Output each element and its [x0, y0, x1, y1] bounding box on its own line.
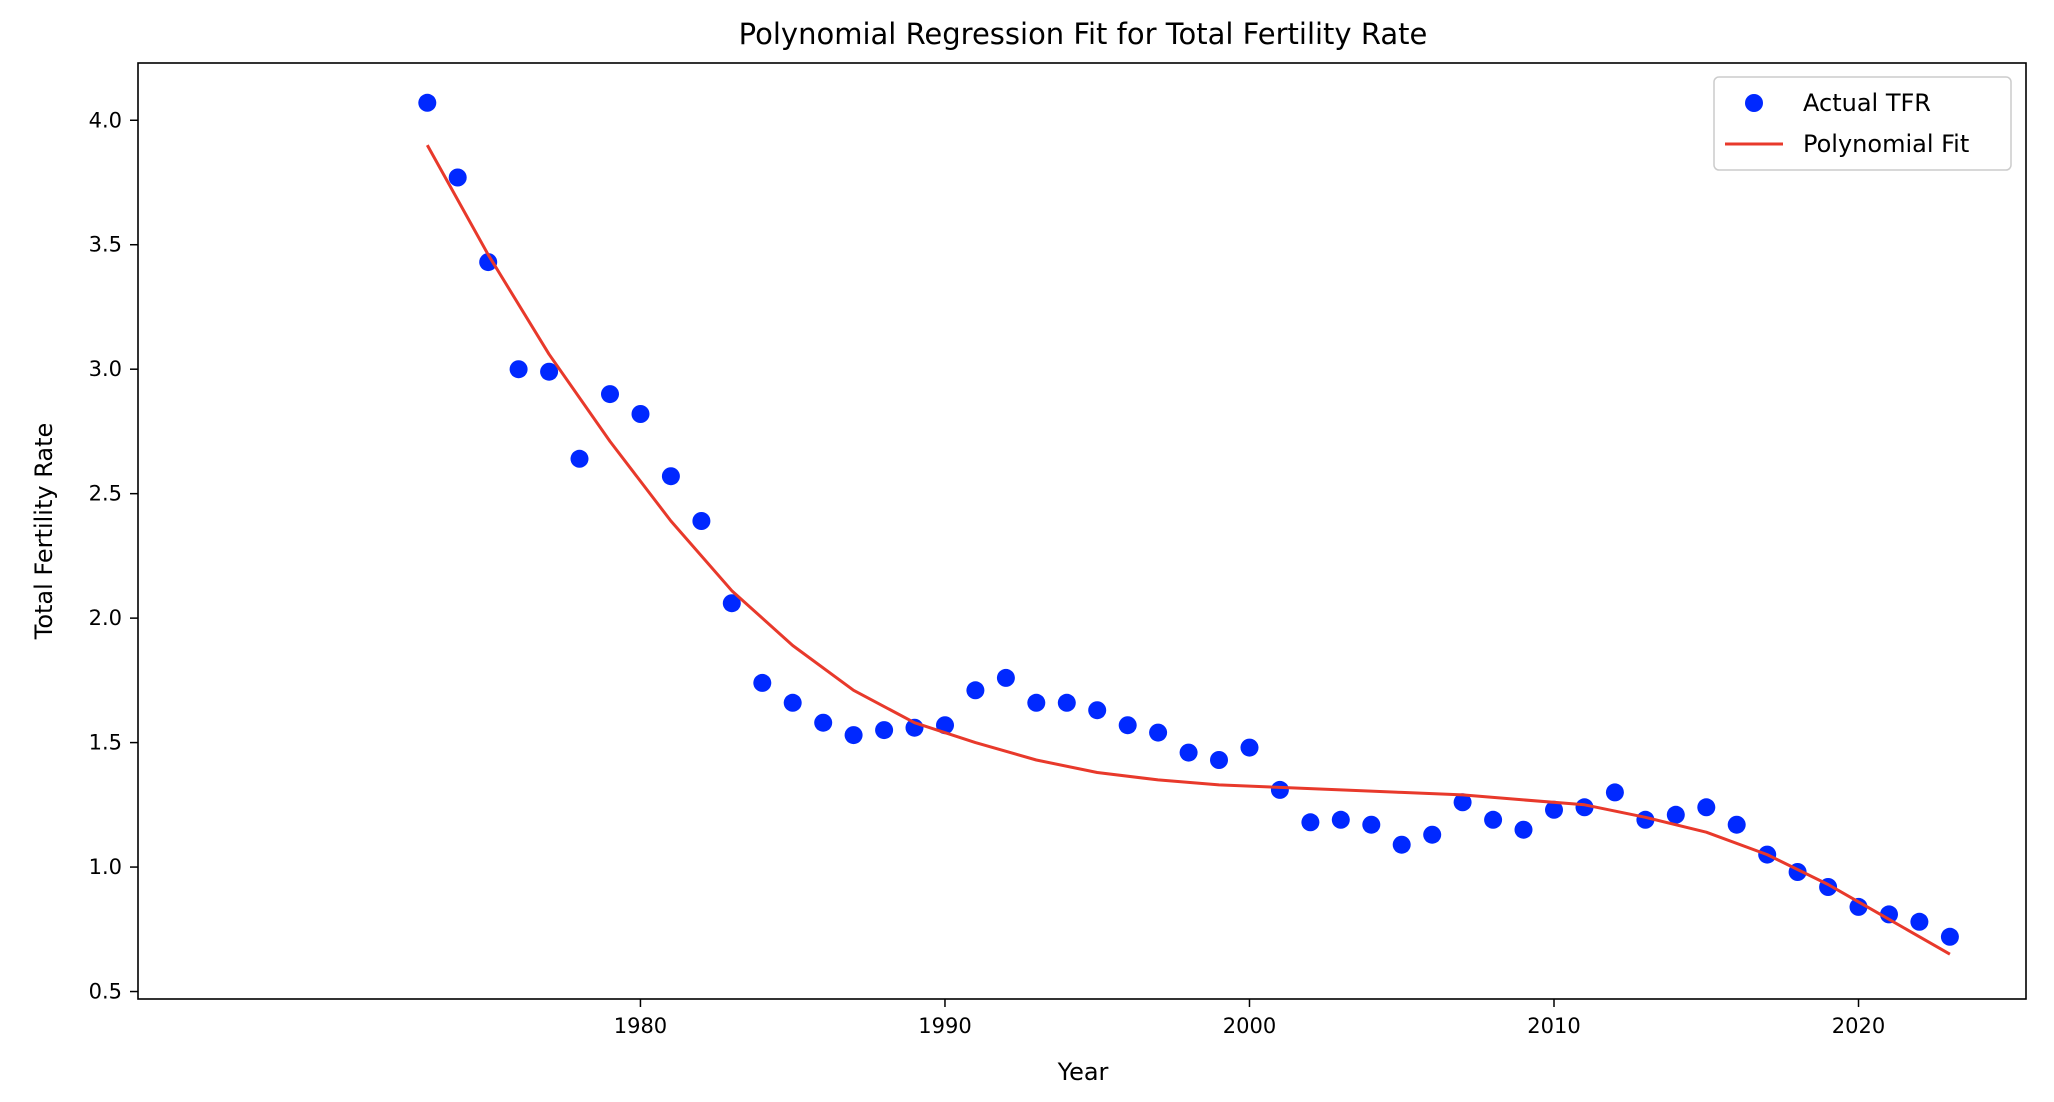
- data-point: [1605, 783, 1624, 802]
- data-point: [875, 721, 894, 740]
- y-tick-label: 0.5: [89, 980, 122, 1004]
- x-tick-label: 2010: [1527, 1014, 1580, 1038]
- data-point: [661, 467, 680, 486]
- data-point: [692, 512, 711, 530]
- data-point: [448, 168, 467, 187]
- legend: Actual TFR Polynomial Fit: [1713, 76, 2012, 171]
- data-point: [631, 405, 650, 423]
- data-point: [966, 681, 985, 700]
- data-point: [509, 360, 528, 379]
- y-tick-label: 1.5: [89, 731, 122, 755]
- y-tick-label: 3.0: [89, 357, 122, 381]
- fit-line: [425, 144, 1951, 956]
- data-point: [1331, 810, 1350, 829]
- y-tick-label: 3.5: [89, 233, 122, 257]
- legend-box: [1713, 76, 2012, 171]
- data-point: [1910, 912, 1929, 931]
- data-point: [1514, 820, 1533, 839]
- data-point: [1362, 815, 1381, 834]
- x-tick-label: 2000: [1223, 1014, 1276, 1038]
- data-point: [418, 93, 437, 112]
- data-point: [1423, 825, 1442, 844]
- y-tick-label: 2.0: [89, 606, 122, 630]
- data-point: [1210, 751, 1228, 769]
- data-point: [814, 713, 833, 732]
- data-point: [479, 253, 498, 272]
- data-point: [1118, 716, 1137, 735]
- x-tick-label: 1990: [918, 1014, 971, 1038]
- chart-title: Polynomial Regression Fit for Total Fert…: [739, 17, 1428, 51]
- plot-frame: [137, 62, 2027, 1000]
- y-axis-title: Total Fertility Rate: [30, 423, 58, 641]
- data-point: [844, 726, 863, 745]
- data-point: [1149, 723, 1168, 742]
- y-tick-label: 2.5: [89, 482, 122, 506]
- data-point: [1027, 693, 1046, 712]
- data-point: [1545, 800, 1563, 819]
- data-point: [1940, 927, 1959, 946]
- x-axis: 1980 1990 2000 2010 2020: [614, 999, 1885, 1038]
- legend-label-polynomial-fit: Polynomial Fit: [1803, 130, 1969, 158]
- data-point: [1575, 798, 1594, 817]
- data-point: [540, 362, 559, 381]
- y-axis: 0.5 1.0 1.5 2.0 2.5 3.0 3.5 4.0: [89, 108, 138, 1004]
- data-point: [1270, 780, 1289, 799]
- legend-label-actual-tfr: Actual TFR: [1803, 89, 1931, 117]
- x-tick-label: 1980: [614, 1014, 667, 1038]
- data-point: [783, 693, 802, 712]
- data-point: [996, 668, 1015, 687]
- data-point: [753, 673, 772, 692]
- data-point: [1666, 805, 1685, 824]
- data-point: [1453, 793, 1472, 812]
- data-point: [1240, 738, 1259, 757]
- data-point: [1179, 743, 1198, 762]
- legend-marker-actual-tfr: [1745, 94, 1763, 112]
- y-tick-label: 1.0: [89, 855, 122, 879]
- data-point: [1849, 897, 1868, 916]
- data-point: [1727, 815, 1746, 834]
- data-point: [1880, 905, 1898, 924]
- data-point: [1301, 813, 1320, 832]
- data-point: [1088, 701, 1107, 720]
- data-point: [1057, 693, 1076, 712]
- data-point: [570, 449, 589, 468]
- plot-area: [418, 93, 1959, 956]
- data-point: [1697, 798, 1716, 817]
- data-point: [722, 594, 741, 613]
- data-point: [1392, 835, 1411, 854]
- data-point: [601, 385, 619, 404]
- data-point: [1484, 810, 1503, 829]
- x-axis-title: Year: [1057, 1058, 1109, 1086]
- y-tick-label: 4.0: [89, 108, 122, 132]
- x-tick-label: 2020: [1832, 1014, 1885, 1038]
